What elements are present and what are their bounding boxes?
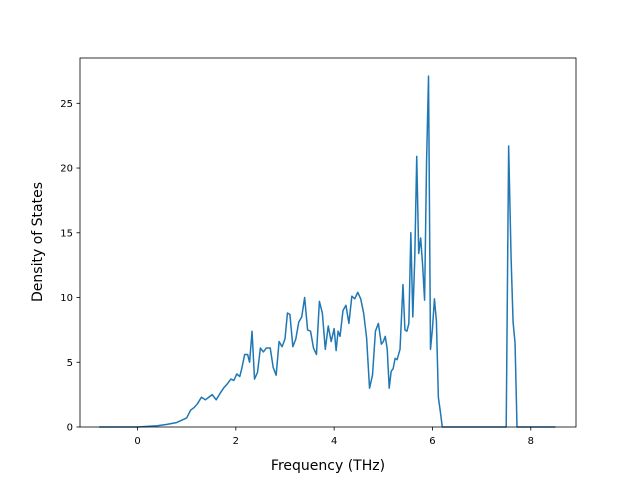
series-line-0 (99, 75, 556, 428)
plot-area (99, 75, 556, 428)
x-axis-ticks: 0 2 4 6 8 (134, 427, 534, 447)
y-tick-label: 5 (67, 358, 73, 369)
y-tick-label: 15 (60, 228, 73, 239)
y-tick-label: 0 (67, 423, 73, 434)
x-tick-label: 4 (331, 436, 337, 447)
x-tick-label: 0 (134, 436, 140, 447)
y-tick-label: 25 (60, 99, 73, 110)
y-axis-ticks: 0 5 10 15 20 25 (60, 99, 80, 434)
x-tick-label: 2 (233, 436, 239, 447)
x-axis-title: Frequency (THz) (271, 458, 385, 474)
axes-frame (79, 57, 577, 428)
y-tick-label: 20 (60, 164, 73, 175)
y-axis-title: Density of States (30, 182, 46, 302)
x-tick-label: 6 (429, 436, 435, 447)
y-tick-label: 10 (60, 293, 73, 304)
x-tick-label: 8 (528, 436, 534, 447)
